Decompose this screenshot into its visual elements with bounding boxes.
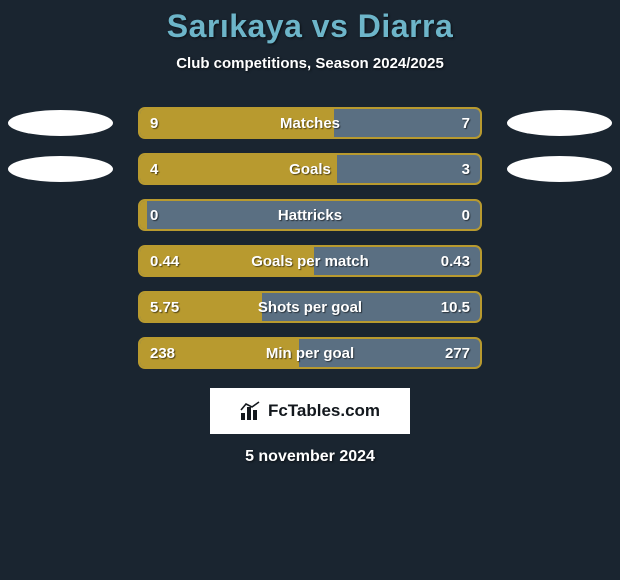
comparison-card: Sarıkaya vs Diarra Club competitions, Se…: [0, 0, 620, 466]
stat-label: Matches: [140, 109, 480, 137]
stat-label: Hattricks: [140, 201, 480, 229]
logo-text: FcTables.com: [268, 401, 380, 421]
stat-label: Shots per goal: [140, 293, 480, 321]
stat-row: 9Matches7: [0, 100, 620, 146]
date-label: 5 november 2024: [0, 448, 620, 466]
stat-label: Goals: [140, 155, 480, 183]
stat-label: Min per goal: [140, 339, 480, 367]
player-marker-right: [507, 110, 612, 136]
stat-row: 0Hattricks0: [0, 192, 620, 238]
logo-box: FcTables.com: [210, 388, 410, 434]
subtitle: Club competitions, Season 2024/2025: [0, 55, 620, 72]
stat-right-value: 10.5: [441, 293, 470, 321]
stat-label: Goals per match: [140, 247, 480, 275]
stat-right-value: 7: [462, 109, 470, 137]
stat-right-value: 0.43: [441, 247, 470, 275]
stat-row: 238Min per goal277: [0, 330, 620, 376]
stat-bar: 238Min per goal277: [138, 337, 482, 369]
stat-bar: 0Hattricks0: [138, 199, 482, 231]
stat-bar: 4Goals3: [138, 153, 482, 185]
stats-rows: 9Matches7 4Goals3 0Hattricks0 0.44Goals per…: [0, 100, 620, 376]
stat-row: 4Goals3: [0, 146, 620, 192]
stat-right-value: 0: [462, 201, 470, 229]
stat-right-value: 277: [445, 339, 470, 367]
player-marker-left: [8, 156, 113, 182]
stat-bar: 5.75Shots per goal10.5: [138, 291, 482, 323]
player-marker-left: [8, 110, 113, 136]
player-marker-right: [507, 156, 612, 182]
stat-row: 5.75Shots per goal10.5: [0, 284, 620, 330]
stat-row: 0.44Goals per match0.43: [0, 238, 620, 284]
bar-chart-icon: [240, 401, 262, 421]
stat-bar: 9Matches7: [138, 107, 482, 139]
stat-right-value: 3: [462, 155, 470, 183]
page-title: Sarıkaya vs Diarra: [0, 8, 620, 45]
stat-bar: 0.44Goals per match0.43: [138, 245, 482, 277]
